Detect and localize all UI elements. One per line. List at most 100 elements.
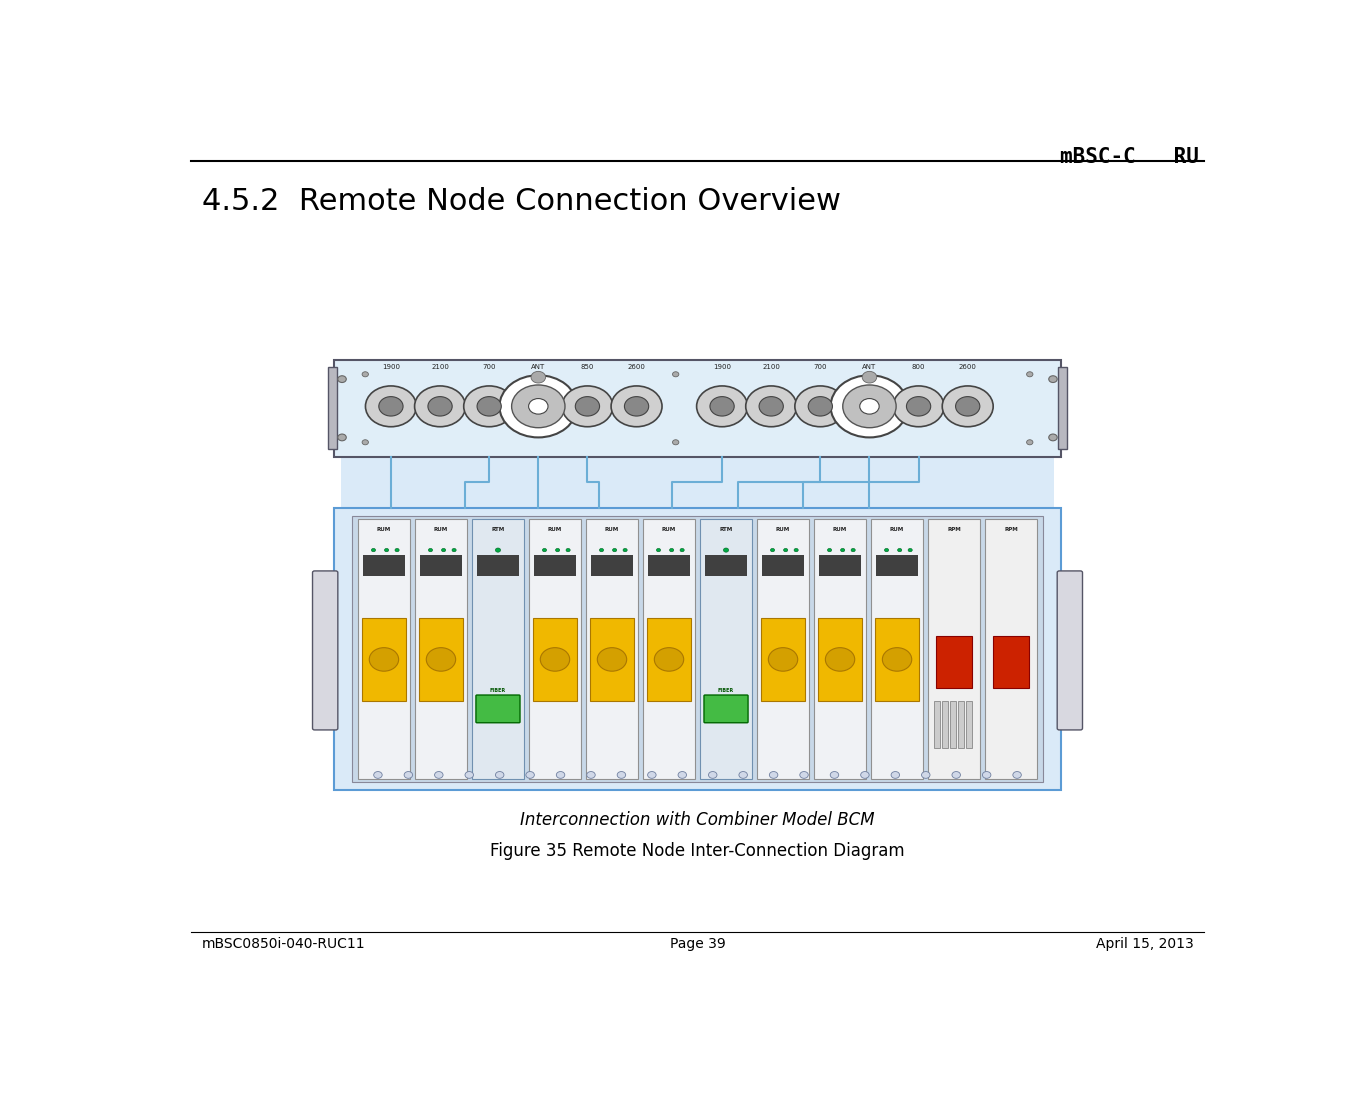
Circle shape [827,548,832,552]
Circle shape [655,647,683,671]
Circle shape [897,548,902,552]
Circle shape [1026,372,1033,376]
Circle shape [566,548,570,552]
Circle shape [617,771,626,779]
Circle shape [670,548,674,552]
Bar [936,636,972,688]
Circle shape [860,398,879,414]
Circle shape [724,548,728,552]
Bar [362,618,406,701]
Bar [589,618,634,701]
Circle shape [983,771,991,779]
Text: RUM: RUM [776,527,791,532]
Text: RUM: RUM [548,527,562,532]
Text: 2100: 2100 [762,363,780,370]
Circle shape [562,386,612,427]
Circle shape [366,386,416,427]
Circle shape [374,771,382,779]
Bar [942,701,949,748]
Circle shape [955,397,980,416]
Circle shape [452,548,456,552]
Circle shape [531,372,546,383]
Bar [534,618,577,701]
Text: RPM: RPM [1004,527,1018,532]
Circle shape [739,771,747,779]
Circle shape [1026,440,1033,444]
Text: 4.5.2  Remote Node Connection Overview: 4.5.2 Remote Node Connection Overview [201,186,841,215]
Circle shape [759,397,784,416]
Circle shape [478,397,501,416]
Circle shape [540,647,570,671]
Text: 800: 800 [912,363,925,370]
Circle shape [495,771,504,779]
Text: RUM: RUM [833,527,847,532]
Text: 850: 850 [581,363,595,370]
FancyBboxPatch shape [1057,570,1082,730]
Circle shape [404,771,412,779]
Circle shape [770,548,774,552]
Circle shape [825,647,855,671]
Bar [585,519,638,779]
Text: April 15, 2013: April 15, 2013 [1096,937,1194,951]
Circle shape [882,647,912,671]
Circle shape [851,548,855,552]
Circle shape [499,375,577,438]
Circle shape [555,548,559,552]
Text: 2600: 2600 [958,363,977,370]
Circle shape [429,548,433,552]
Bar [818,618,862,701]
Circle shape [885,548,889,552]
Circle shape [395,548,399,552]
Circle shape [465,771,474,779]
Circle shape [680,548,685,552]
Circle shape [557,771,565,779]
Circle shape [384,548,389,552]
Circle shape [338,434,346,441]
Circle shape [841,548,845,552]
Bar [351,516,1044,782]
Bar [950,701,957,748]
Bar [762,555,804,576]
Text: ANT: ANT [863,363,876,370]
Text: Page 39: Page 39 [670,937,725,951]
FancyBboxPatch shape [313,570,338,730]
Bar [958,701,964,748]
Circle shape [611,386,661,427]
Circle shape [672,440,679,444]
Circle shape [648,771,656,779]
Bar [415,519,467,779]
Bar [928,519,980,779]
Text: RUM: RUM [604,527,619,532]
Circle shape [362,372,369,376]
Circle shape [495,548,501,552]
Circle shape [921,771,930,779]
Circle shape [1049,434,1057,441]
Bar [757,519,810,779]
Circle shape [769,647,798,671]
Circle shape [587,771,595,779]
Bar [705,555,747,576]
Circle shape [697,386,747,427]
Text: 2600: 2600 [627,363,645,370]
Circle shape [625,397,649,416]
Circle shape [793,548,799,552]
Circle shape [769,771,778,779]
Circle shape [678,771,686,779]
Circle shape [426,647,456,671]
Text: ANT: ANT [531,363,546,370]
Circle shape [800,771,808,779]
Text: RUM: RUM [377,527,391,532]
Bar [642,519,695,779]
Bar [419,618,463,701]
Bar [965,701,972,748]
Bar [985,519,1037,779]
Circle shape [784,548,788,552]
Bar [529,519,581,779]
Bar [814,519,866,779]
Bar [328,367,336,449]
Circle shape [612,548,617,552]
Text: RUM: RUM [434,527,448,532]
Circle shape [1049,376,1057,383]
Text: mBSC-C   RU: mBSC-C RU [1060,147,1199,167]
Text: RTM: RTM [491,527,505,532]
